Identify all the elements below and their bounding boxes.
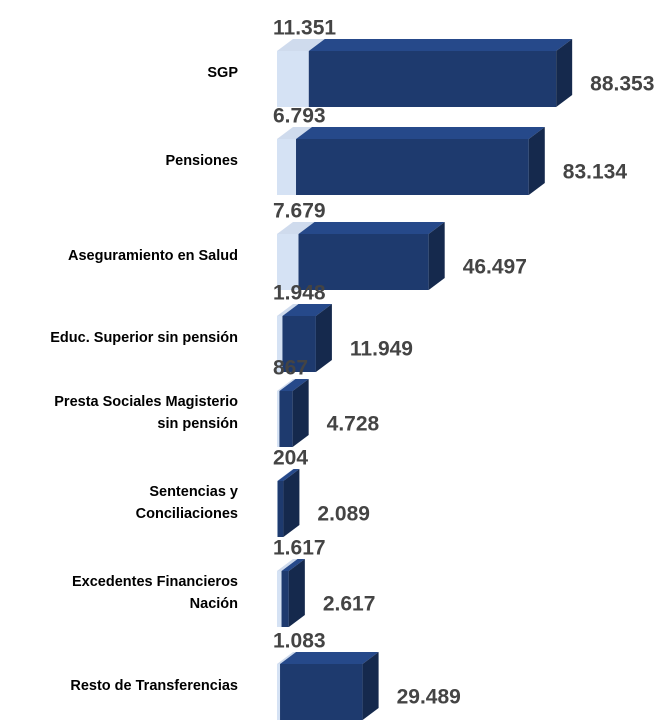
value-label: 4.728 bbox=[327, 413, 380, 436]
value-label: 88.353 bbox=[590, 73, 654, 96]
bar-side bbox=[428, 222, 445, 290]
category-label: Educ. Superior sin pensión bbox=[50, 330, 238, 346]
bar-top bbox=[282, 304, 332, 316]
value-label: 6.793 bbox=[273, 105, 326, 128]
category-label: Sentencias y Conciliaciones bbox=[135, 484, 238, 522]
bar-top bbox=[277, 559, 298, 571]
bar-side bbox=[362, 652, 379, 720]
bar-top bbox=[296, 127, 545, 139]
bar-segment bbox=[277, 316, 283, 372]
bar-segment bbox=[280, 664, 363, 720]
bar-top bbox=[279, 379, 309, 391]
category-label: SGP bbox=[207, 65, 238, 81]
bar-segment bbox=[277, 139, 297, 195]
bar-segment bbox=[277, 571, 282, 627]
bar-top bbox=[298, 222, 445, 234]
value-label: 867 bbox=[273, 357, 308, 380]
bar-top bbox=[277, 222, 315, 234]
bar-side bbox=[528, 127, 545, 195]
value-label: 7.679 bbox=[273, 200, 326, 223]
value-label: 29.489 bbox=[397, 686, 461, 709]
bar-segment bbox=[281, 571, 289, 627]
value-label: 1.083 bbox=[273, 630, 326, 653]
bar-segment bbox=[277, 481, 284, 537]
value-label: 46.497 bbox=[463, 256, 527, 279]
category-label: Presta Sociales Magisterio sin pensión bbox=[54, 394, 238, 432]
bar-top bbox=[277, 469, 300, 481]
bar-segment bbox=[298, 234, 429, 290]
bar-side bbox=[288, 559, 305, 627]
category-label: Resto de Transferencias bbox=[70, 678, 238, 694]
bar-top bbox=[308, 39, 573, 51]
bar-segment bbox=[296, 139, 529, 195]
bar-segment bbox=[277, 481, 278, 537]
bar-top bbox=[277, 652, 297, 664]
bar-top bbox=[277, 304, 299, 316]
value-label: 2.617 bbox=[323, 593, 376, 616]
value-label: 204 bbox=[273, 447, 308, 470]
bar-side bbox=[292, 379, 309, 447]
bar-side bbox=[315, 304, 332, 372]
bar-top bbox=[277, 469, 294, 481]
value-label: 83.134 bbox=[563, 161, 628, 184]
bar-top bbox=[277, 127, 313, 139]
bar-side bbox=[556, 39, 573, 107]
value-label: 11.949 bbox=[350, 338, 413, 361]
value-label: 1.617 bbox=[273, 537, 326, 560]
category-label: Excedentes Financieros Nación bbox=[71, 574, 238, 612]
bar-top bbox=[280, 652, 379, 664]
value-label: 1.948 bbox=[273, 282, 326, 305]
bar-segment bbox=[277, 234, 299, 290]
bar-segment bbox=[277, 51, 309, 107]
bar-segment bbox=[277, 664, 281, 720]
category-label: Pensiones bbox=[165, 153, 238, 169]
category-label: Aseguramiento en Salud bbox=[67, 248, 238, 264]
bar-segment bbox=[282, 316, 316, 372]
bar-side bbox=[283, 469, 300, 537]
bar-top bbox=[281, 559, 305, 571]
value-label: 2.089 bbox=[317, 503, 370, 526]
bar-segment bbox=[277, 391, 280, 447]
value-label: 11.351 bbox=[273, 17, 336, 40]
bar-top bbox=[277, 379, 296, 391]
bar-segment bbox=[279, 391, 293, 447]
bar-segment bbox=[308, 51, 557, 107]
bar-top bbox=[277, 39, 325, 51]
